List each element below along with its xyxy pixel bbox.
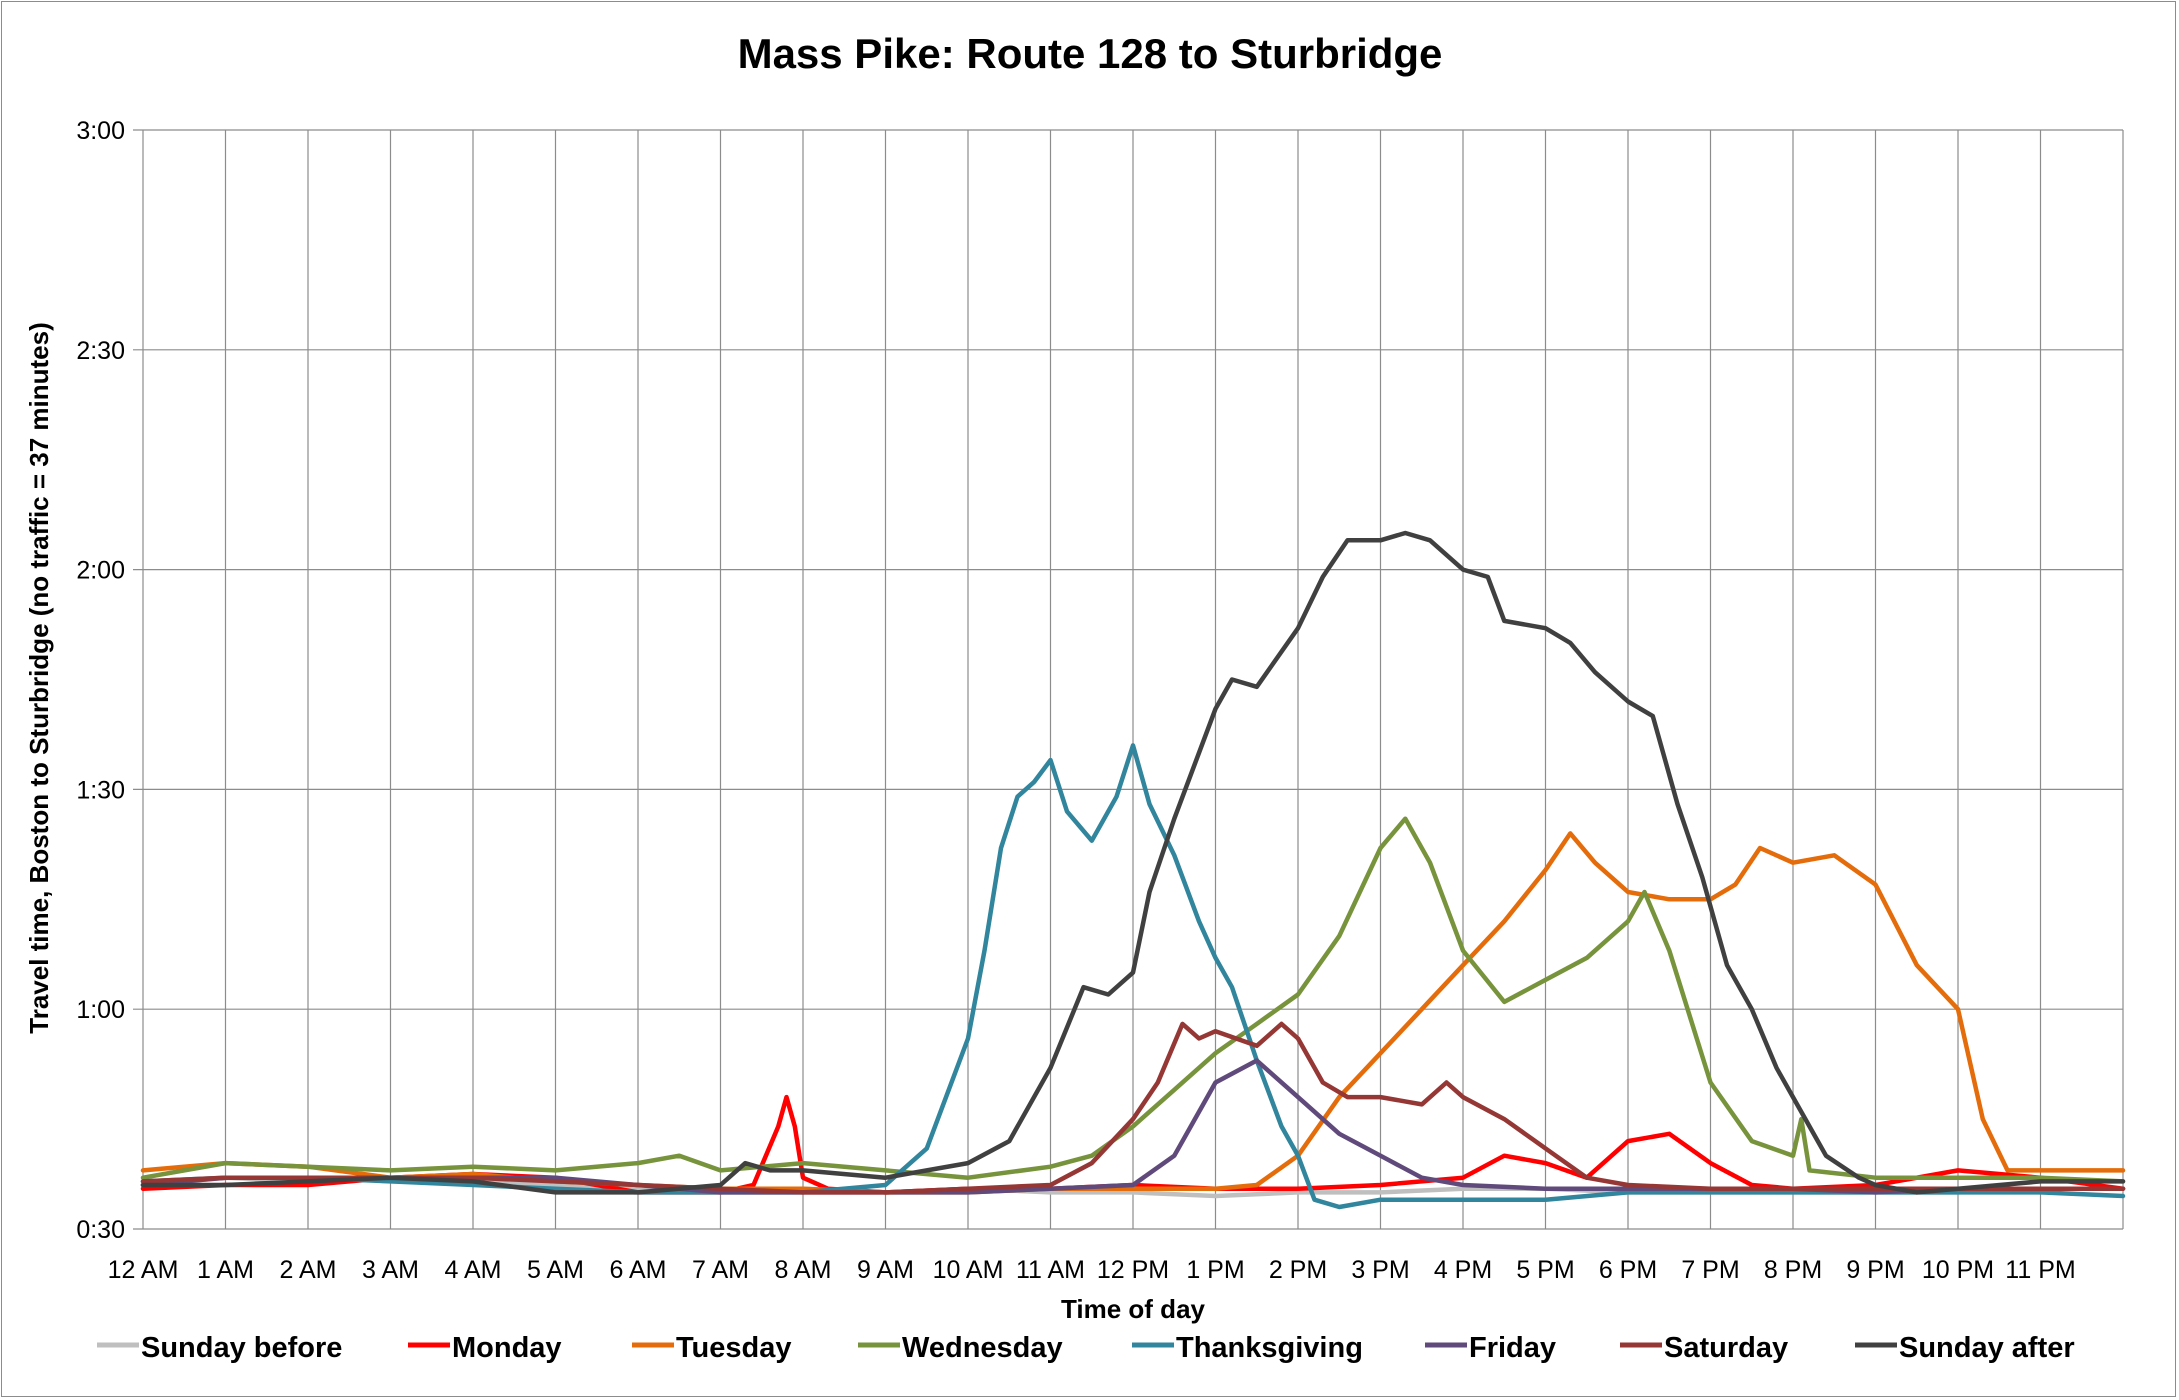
x-tick-label: 11 PM bbox=[2005, 1256, 2075, 1284]
y-axis-tick-labels: 0:30 1:00 1:30 2:00 2:30 3:00 bbox=[76, 117, 125, 1244]
x-tick-label: 5 PM bbox=[1516, 1256, 1574, 1284]
y-tick-label: 0:30 bbox=[76, 1216, 125, 1244]
legend-label-wednesday: Wednesday bbox=[902, 1332, 1063, 1364]
x-tick-label: 6 AM bbox=[610, 1256, 667, 1284]
x-tick-label: 8 AM bbox=[775, 1256, 832, 1284]
series-line-saturday bbox=[140, 1021, 2126, 1195]
chart-title: Mass Pike: Route 128 to Sturbridge bbox=[738, 30, 1443, 77]
x-axis-tick-labels: 12 AM 1 AM 2 AM 3 AM 4 AM 5 AM 6 AM 7 AM 8 AM 9 A… bbox=[108, 1256, 2076, 1284]
legend-label-tuesday: Tuesday bbox=[676, 1332, 792, 1364]
x-tick-label: 1 AM bbox=[197, 1256, 254, 1284]
y-tick-label: 1:00 bbox=[76, 996, 125, 1024]
x-tick-label: 10 PM bbox=[1922, 1256, 1994, 1284]
legend-label-sunday-before: Sunday before bbox=[141, 1332, 342, 1364]
x-tick-label: 2 AM bbox=[280, 1256, 337, 1284]
x-tick-label: 7 AM bbox=[692, 1256, 749, 1284]
legend-label-sunday-after: Sunday after bbox=[1899, 1332, 2075, 1364]
x-tick-label: 12 AM bbox=[108, 1256, 179, 1284]
x-tick-label: 8 PM bbox=[1764, 1256, 1822, 1284]
y-tick-label: 2:30 bbox=[76, 337, 125, 365]
series-line-sunday-after bbox=[140, 530, 2126, 1195]
x-tick-label: 1 PM bbox=[1186, 1256, 1244, 1284]
y-tick-label: 2:00 bbox=[76, 557, 125, 585]
x-tick-label: 2 PM bbox=[1269, 1256, 1327, 1284]
y-tick-label: 3:00 bbox=[76, 117, 125, 145]
x-tick-label: 7 PM bbox=[1681, 1256, 1739, 1284]
legend-label-saturday: Saturday bbox=[1664, 1332, 1788, 1364]
legend-label-thanksgiving: Thanksgiving bbox=[1176, 1332, 1363, 1364]
grid-lines bbox=[133, 129, 2124, 1230]
legend: Sunday before Monday Tuesday Wednesday Thank… bbox=[97, 1332, 2075, 1364]
series-line-wednesday bbox=[140, 816, 2126, 1184]
series-lines bbox=[140, 530, 2126, 1210]
x-tick-label: 10 AM bbox=[933, 1256, 1004, 1284]
x-tick-label: 9 PM bbox=[1846, 1256, 1904, 1284]
x-tick-label: 9 AM bbox=[857, 1256, 914, 1284]
legend-label-friday: Friday bbox=[1469, 1332, 1556, 1364]
x-tick-label: 11 AM bbox=[1016, 1256, 1085, 1284]
legend-label-monday: Monday bbox=[452, 1332, 562, 1364]
x-tick-label: 4 AM bbox=[445, 1256, 502, 1284]
x-tick-label: 12 PM bbox=[1097, 1256, 1169, 1284]
x-tick-label: 3 PM bbox=[1351, 1256, 1409, 1284]
y-axis-label: Travel time, Boston to Sturbridge (no tr… bbox=[24, 322, 54, 1034]
y-tick-label: 1:30 bbox=[76, 776, 125, 804]
series-line-thanksgiving bbox=[140, 743, 2126, 1210]
x-tick-label: 5 AM bbox=[527, 1256, 584, 1284]
x-axis-label: Time of day bbox=[1061, 1294, 1206, 1324]
x-tick-label: 4 PM bbox=[1434, 1256, 1492, 1284]
x-tick-label: 3 AM bbox=[362, 1256, 419, 1284]
x-tick-label: 6 PM bbox=[1599, 1256, 1657, 1284]
